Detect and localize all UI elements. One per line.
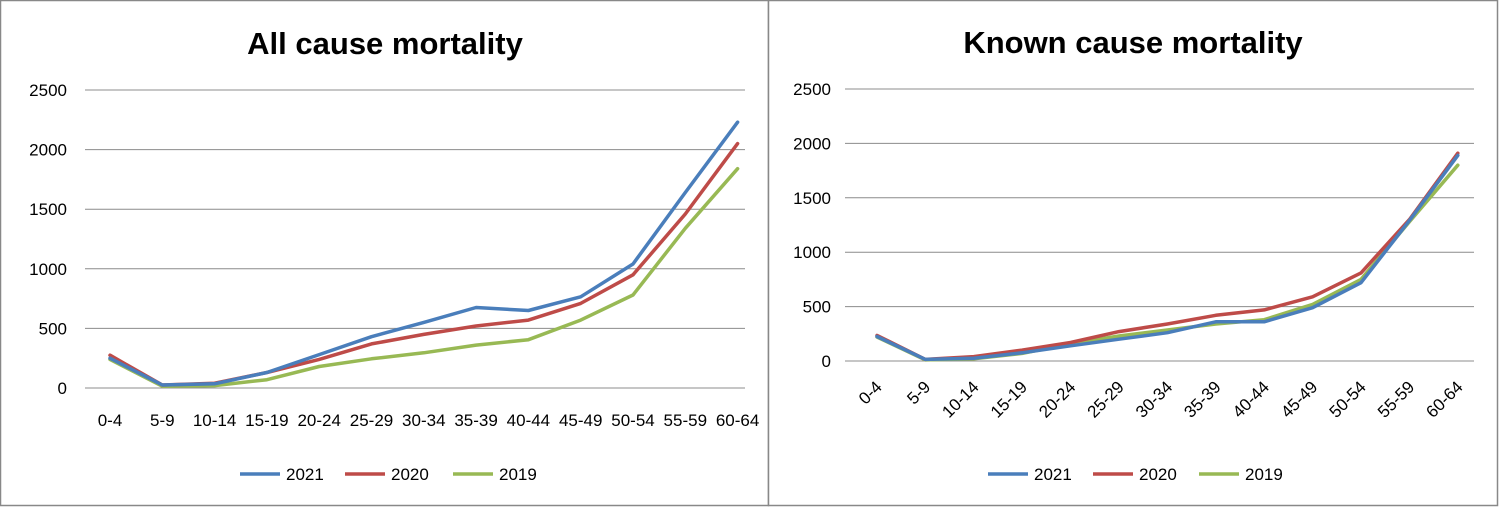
legend-label: 2020: [1139, 465, 1177, 484]
legend-label: 2019: [499, 465, 537, 484]
y-tick-label: 1000: [793, 243, 831, 262]
legend-label: 2020: [391, 465, 429, 484]
x-tick-label: 55-59: [664, 411, 707, 430]
y-tick-label: 2500: [29, 81, 67, 100]
chart-title: All cause mortality: [247, 26, 523, 61]
series-line-2021: [875, 153, 1460, 362]
legend-label: 2021: [1034, 465, 1072, 484]
x-tick-label: 45-49: [559, 411, 602, 430]
x-tick-label: 30-34: [402, 411, 445, 430]
y-tick-label: 1000: [29, 260, 67, 279]
x-tick-label: 0-4: [98, 411, 123, 430]
x-tick-label: 25-29: [350, 411, 393, 430]
x-tick-label: 40-44: [507, 411, 550, 430]
y-tick-label: 1500: [793, 189, 831, 208]
x-tick-label: 60-64: [716, 411, 759, 430]
panel-right-border: [767, 0, 1499, 507]
chart-all-cause-mortality: All cause mortality 0 500 1000 1500 2000 2500…: [29, 26, 759, 484]
y-tick-label: 500: [39, 319, 67, 338]
x-tick-label: 50-54: [611, 411, 654, 430]
y-tick-label: 1500: [29, 200, 67, 219]
legend-label: 2019: [1245, 465, 1283, 484]
series-line-2021: [108, 120, 740, 387]
y-tick-label: 0: [58, 379, 67, 398]
y-tick-label: 0: [822, 352, 831, 371]
series-line-2019: [108, 166, 740, 388]
x-tick-label: 35-39: [454, 411, 497, 430]
x-tick-label: 5-9: [150, 411, 175, 430]
chart-title: Known cause mortality: [963, 25, 1303, 60]
legend-label: 2021: [286, 465, 324, 484]
y-tick-label: 2000: [793, 134, 831, 153]
y-tick-label: 2000: [29, 141, 67, 160]
x-tick-label: 15-19: [245, 411, 288, 430]
y-tick-label: 500: [803, 298, 831, 317]
x-tick-label: 20-24: [297, 411, 340, 430]
x-tick-label: 10-14: [193, 411, 236, 430]
y-tick-label: 2500: [793, 80, 831, 99]
